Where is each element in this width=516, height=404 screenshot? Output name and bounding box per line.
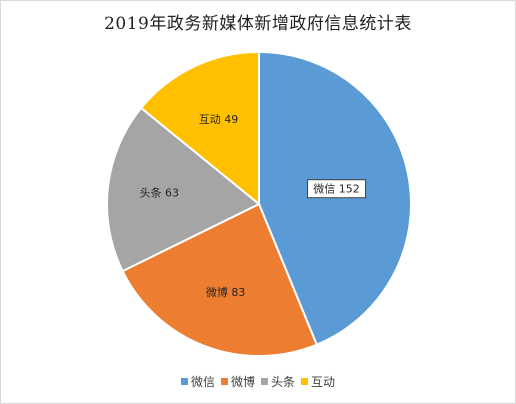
- data-label-2: 头条 63: [140, 186, 180, 200]
- data-label-1: 微博 83: [206, 285, 246, 299]
- legend-swatch: [180, 378, 188, 385]
- legend-label: 微博: [230, 375, 255, 389]
- pie-slice-1: [121, 202, 318, 357]
- data-label-box-0: [307, 179, 367, 199]
- pie-slice-2: [106, 106, 261, 273]
- legend-item-3: 互动: [301, 373, 335, 390]
- pie-slice-0: [258, 50, 412, 346]
- legend-label: 微信: [190, 375, 215, 389]
- chart-title: 2019年政务新媒体新增政府信息统计表: [104, 14, 412, 34]
- legend-swatch: [301, 378, 309, 385]
- pie-slice-3: [139, 50, 260, 207]
- legend-label: 头条: [271, 375, 296, 389]
- data-label-0: 微信 152: [313, 182, 360, 196]
- legend-swatch: [261, 378, 268, 385]
- legend-item-0: 微信: [180, 373, 215, 390]
- legend-item-2: 头条: [261, 373, 295, 390]
- chart-legend: 微信 微博 头条 互动: [1, 373, 515, 390]
- legend-swatch: [220, 378, 228, 385]
- legend-item-1: 微博: [220, 373, 255, 390]
- data-label-3: 互动 49: [199, 113, 239, 126]
- legend-label: 互动: [311, 375, 336, 389]
